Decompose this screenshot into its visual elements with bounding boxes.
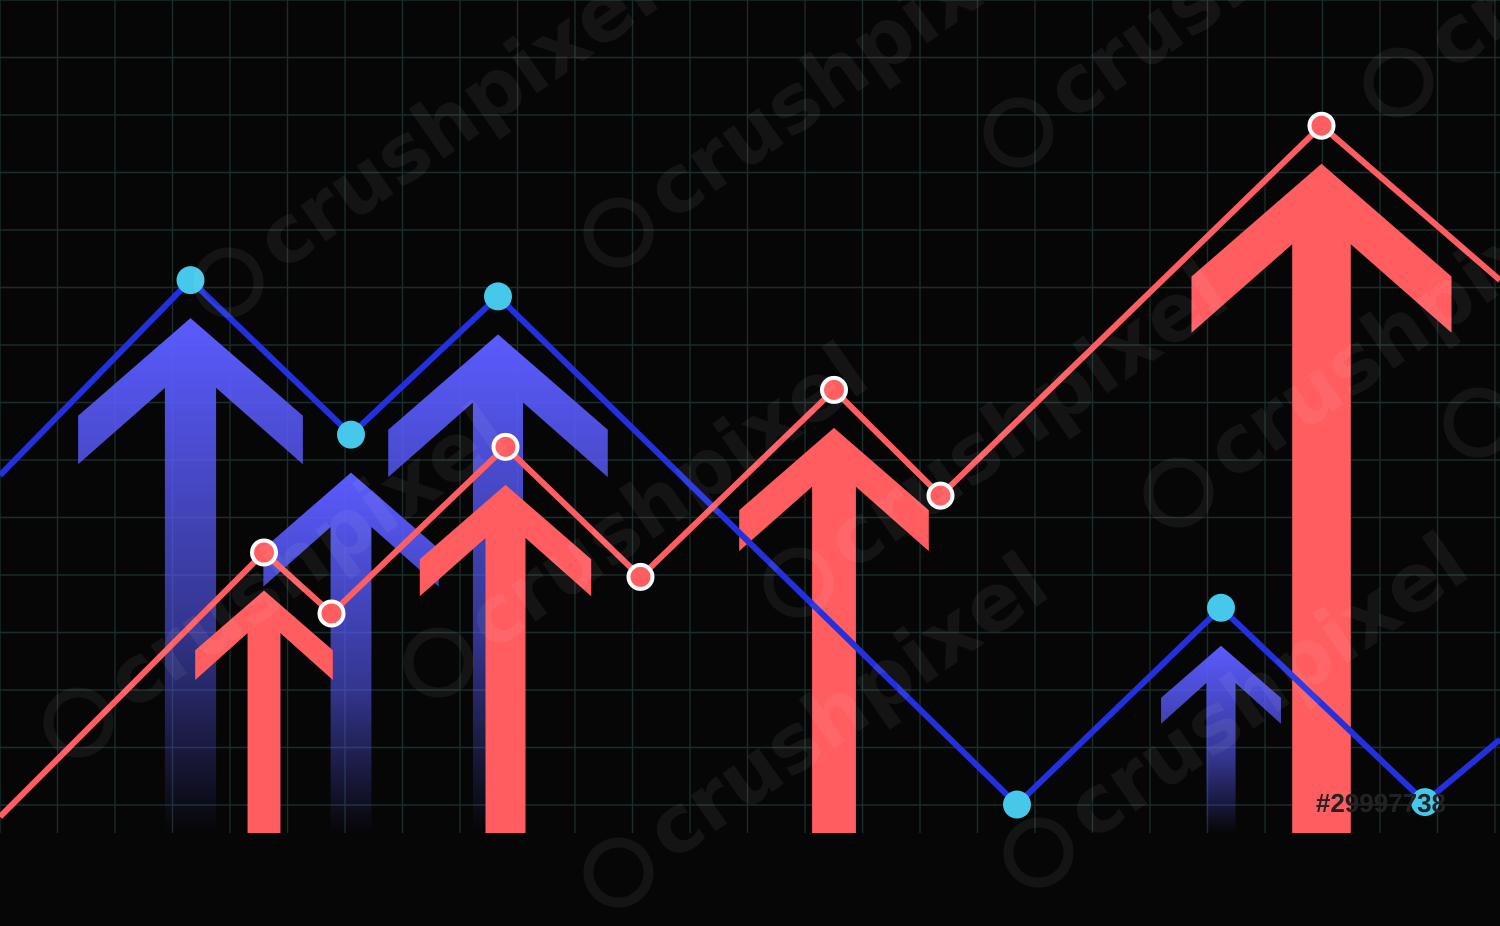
up-arrow-icon-red <box>739 427 929 833</box>
data-point-red <box>317 599 346 628</box>
data-point-red <box>250 538 278 567</box>
data-point-red <box>820 375 848 404</box>
data-point-red <box>926 481 955 510</box>
arrow-layer <box>78 163 1452 833</box>
data-point-blue <box>176 266 205 295</box>
data-point-blue <box>1207 593 1235 622</box>
data-point-red <box>491 432 520 461</box>
up-arrow-icon-blue <box>263 472 439 833</box>
series-markers <box>176 111 1439 819</box>
data-point-blue <box>337 420 365 449</box>
data-point-blue <box>484 282 512 311</box>
data-point-blue <box>1003 790 1031 819</box>
up-arrow-icon-blue <box>78 318 303 833</box>
data-point-red <box>626 562 655 591</box>
up-arrow-icon-red <box>419 484 592 833</box>
data-point-red <box>1307 111 1336 140</box>
image-id-label: #29997738 <box>1315 788 1446 818</box>
up-arrow-icon-red <box>195 590 333 833</box>
camera-shutter-icon <box>569 823 668 922</box>
up-arrow-icon-red <box>1191 163 1452 833</box>
line-chart <box>0 0 1500 833</box>
up-arrow-icon-blue <box>1161 645 1281 833</box>
series-line-blue <box>0 275 1500 809</box>
data-point-blue <box>1411 788 1439 817</box>
